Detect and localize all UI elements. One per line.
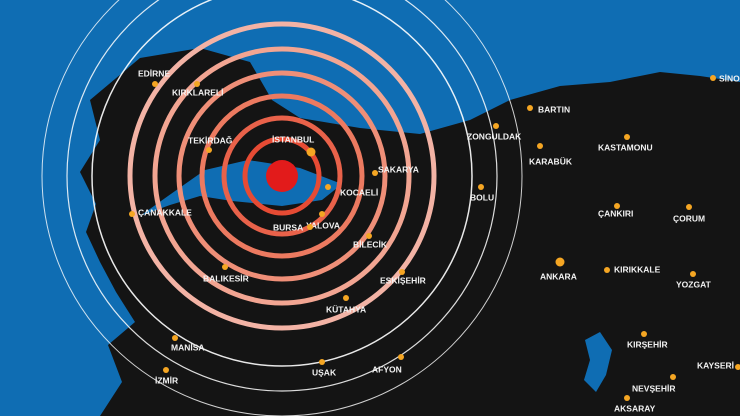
lake	[584, 332, 612, 392]
city-dot	[372, 170, 378, 176]
city-label: NEVŞEHİR	[632, 383, 675, 393]
city-dot	[194, 81, 200, 87]
city-label: ESKİŞEHİR	[380, 275, 426, 285]
ring	[152, 46, 412, 306]
ring	[221, 115, 343, 237]
city-dot	[306, 147, 316, 157]
city-label: SİNOP	[719, 73, 740, 83]
city-dot	[624, 395, 630, 401]
city-label: ÇANKIRI	[598, 208, 633, 218]
city-label: EDİRNE	[138, 68, 170, 78]
city-dot	[366, 233, 372, 239]
city-dot	[399, 269, 405, 275]
ring	[127, 21, 437, 331]
ring	[242, 136, 322, 216]
city-label: KARABÜK	[529, 156, 573, 166]
city-label: SAKARYA	[378, 164, 419, 174]
city-label: KÜTAHYA	[326, 304, 366, 314]
ring	[199, 93, 365, 259]
city-dot	[614, 203, 620, 209]
ring	[176, 70, 388, 282]
city-label: İZMİR	[155, 375, 178, 385]
city-label: KASTAMONU	[598, 142, 653, 152]
city-dot	[129, 211, 135, 217]
city-dot	[222, 264, 228, 270]
ring	[41, 0, 523, 416]
city-dot	[710, 75, 716, 81]
city-label: KIRIKKALE	[614, 264, 661, 274]
city-label: AKSARAY	[614, 403, 656, 413]
city-dot	[690, 271, 696, 277]
city-dot	[686, 204, 692, 210]
city-label: KIRŞEHİR	[627, 339, 668, 349]
city-label: YALOVA	[306, 220, 340, 230]
city-dot	[555, 257, 565, 267]
rings	[41, 0, 523, 416]
city-label: BİLECİK	[353, 239, 388, 249]
city-dot	[343, 295, 349, 301]
city-label: ANKARA	[540, 271, 577, 281]
epicenter	[266, 160, 298, 192]
city-label: KOCAELİ	[340, 187, 378, 197]
city-label: UŞAK	[312, 367, 337, 377]
city-dot	[172, 335, 178, 341]
city-dot	[537, 143, 543, 149]
city-dot	[527, 105, 533, 111]
city-dot	[206, 147, 212, 153]
city-dot	[478, 184, 484, 190]
city-label: TEKİRDAĞ	[188, 134, 233, 145]
city-label: BURSA	[273, 222, 303, 232]
city-label: AFYON	[372, 364, 402, 374]
city-dot	[604, 267, 610, 273]
city-dot	[319, 211, 325, 217]
city-dot	[325, 184, 331, 190]
city-label: ÇORUM	[673, 213, 705, 223]
city-label: ZONGULDAK	[467, 131, 522, 141]
city-label: BOLU	[470, 192, 494, 202]
ring	[91, 0, 473, 367]
city-dot	[735, 364, 740, 370]
city-label: MANİSA	[171, 342, 205, 352]
city-dot	[163, 367, 169, 373]
city-label: BARTIN	[538, 104, 570, 114]
city-dot	[307, 224, 313, 230]
city-dot	[398, 354, 404, 360]
city-label: YOZGAT	[676, 279, 712, 289]
city-label: KIRKLARELİ	[172, 87, 223, 97]
city-label: BALIKESİR	[203, 273, 249, 283]
city-dot	[319, 359, 325, 365]
city-dot	[641, 331, 647, 337]
city-label: İSTANBUL	[272, 134, 314, 144]
city-dot	[152, 81, 158, 87]
city-dot	[624, 134, 630, 140]
city-label: KAYSERİ	[697, 360, 734, 370]
city-label: ÇANAKKALE	[138, 207, 192, 217]
city-dot	[670, 374, 676, 380]
ring	[66, 0, 498, 392]
city-dot	[493, 123, 499, 129]
